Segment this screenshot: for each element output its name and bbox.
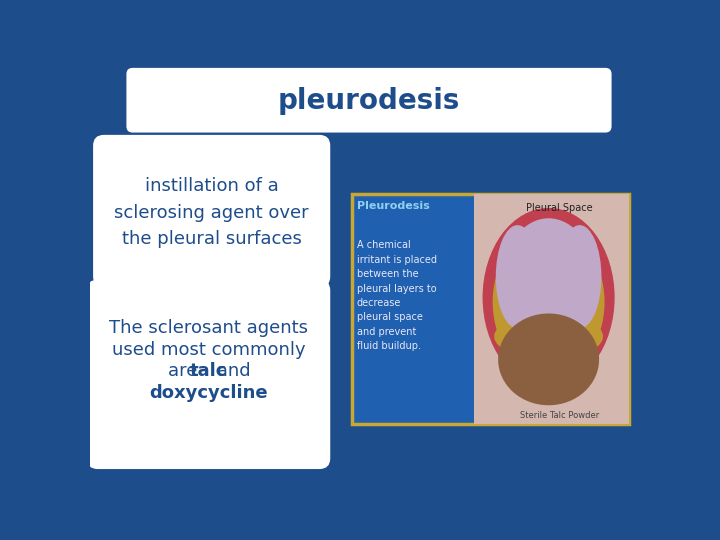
Text: Pleurodesis: Pleurodesis [356, 201, 429, 212]
FancyBboxPatch shape [93, 135, 330, 287]
Ellipse shape [482, 208, 615, 387]
Ellipse shape [494, 314, 603, 360]
Text: instillation of a
sclerosing agent over
the pleural surfaces: instillation of a sclerosing agent over … [114, 177, 309, 248]
Text: used most commonly: used most commonly [112, 341, 305, 359]
Text: pleurodesis: pleurodesis [278, 87, 460, 115]
Bar [474, 194, 629, 423]
Text: Pleural Space: Pleural Space [526, 203, 593, 213]
Ellipse shape [496, 225, 539, 328]
Text: talc: talc [190, 362, 228, 380]
Ellipse shape [492, 227, 605, 376]
Text: A chemical
irritant is placed
between the
pleural layers to
decrease
pleural spa: A chemical irritant is placed between th… [356, 240, 436, 351]
Text: doxycycline: doxycycline [149, 384, 268, 402]
Ellipse shape [498, 314, 599, 405]
Text: The sclerosant agents: The sclerosant agents [109, 319, 308, 337]
Text: are: are [168, 362, 204, 380]
Ellipse shape [502, 218, 595, 345]
Text: Sterile Talc Powder: Sterile Talc Powder [520, 411, 599, 421]
FancyBboxPatch shape [127, 68, 611, 132]
Text: and: and [212, 362, 251, 380]
Ellipse shape [558, 225, 601, 328]
FancyBboxPatch shape [352, 194, 629, 423]
FancyBboxPatch shape [87, 280, 330, 469]
